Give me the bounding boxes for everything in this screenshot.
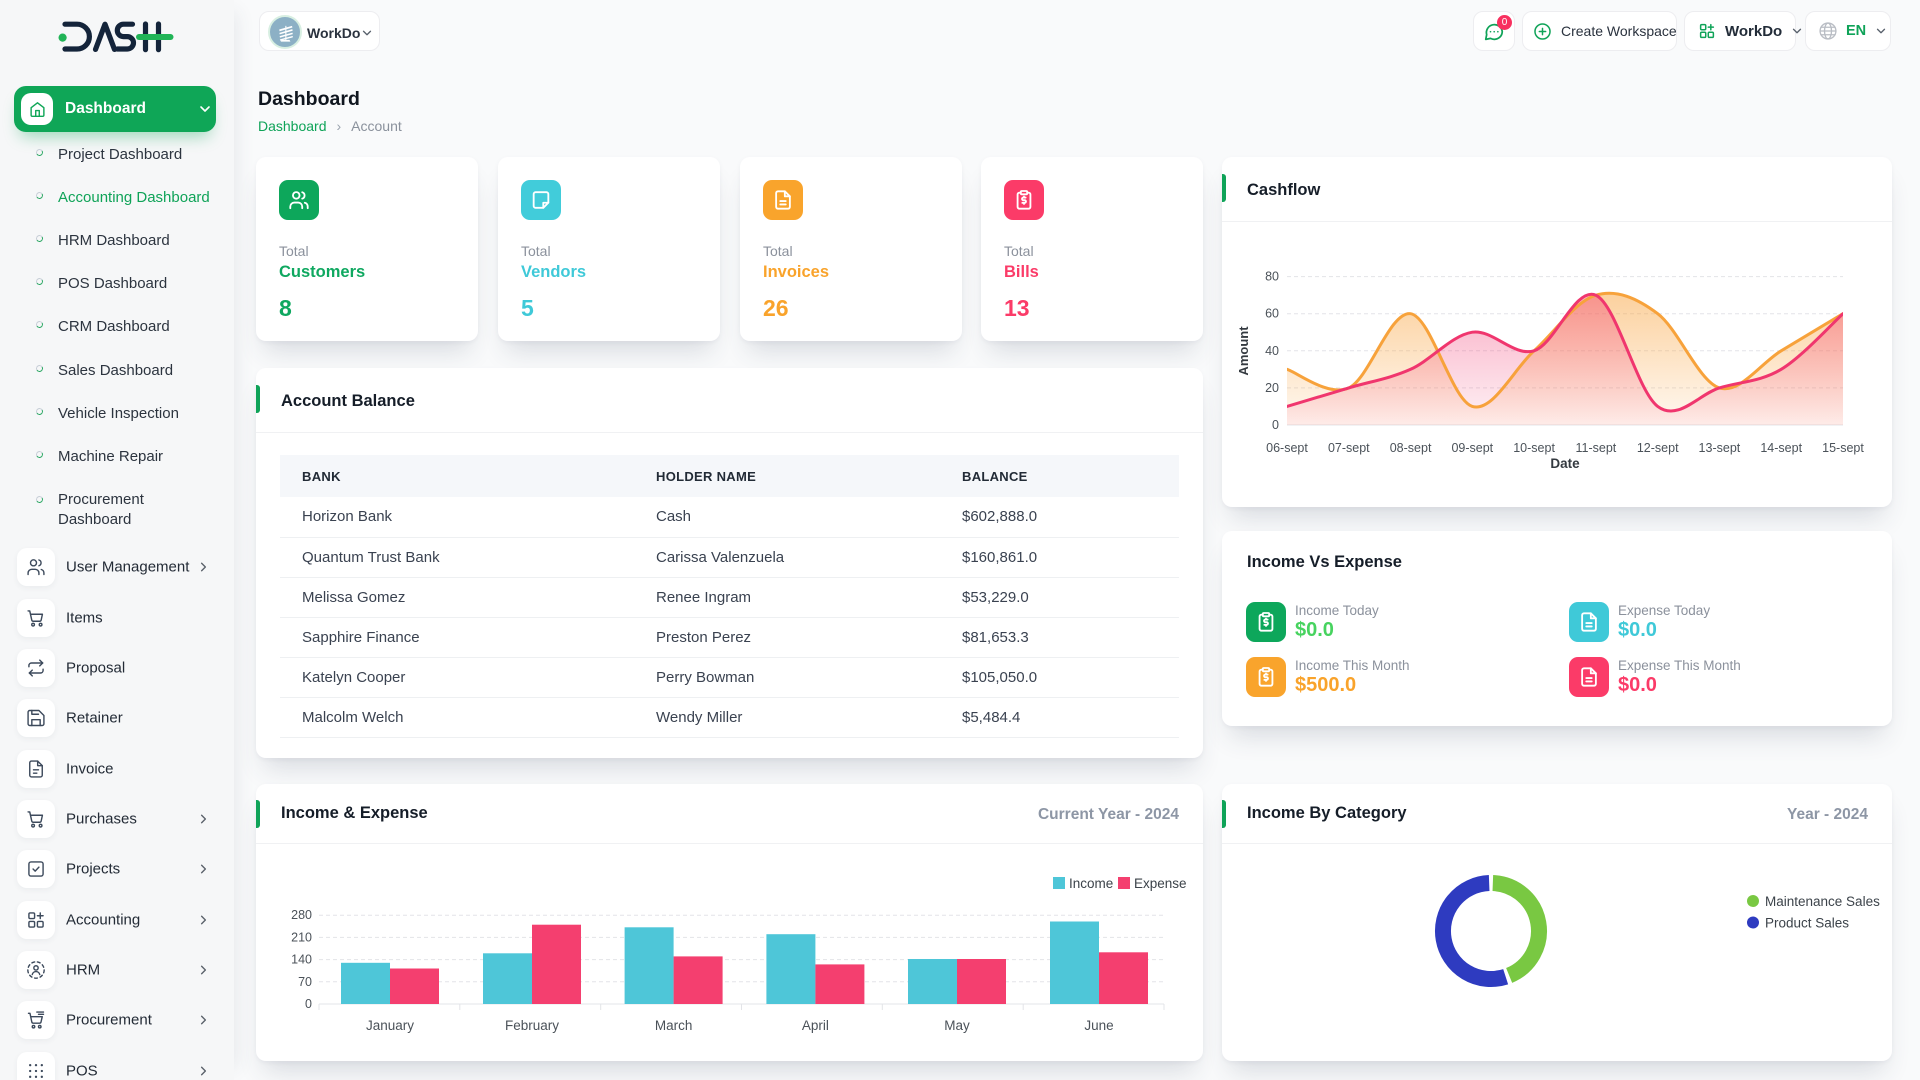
svg-text:March: March [655,1018,693,1033]
svg-text:20: 20 [1265,381,1279,395]
svg-text:11-sept: 11-sept [1576,441,1617,455]
svg-text:15-sept: 15-sept [1822,441,1864,455]
svg-text:Income: Income [1069,876,1113,891]
svg-text:40: 40 [1265,344,1279,358]
svg-text:80: 80 [1265,270,1279,284]
svg-text:Product Sales: Product Sales [1765,916,1849,931]
svg-text:Maintenance Sales: Maintenance Sales [1765,894,1880,909]
svg-text:70: 70 [298,975,312,989]
svg-text:07-sept: 07-sept [1328,441,1370,455]
svg-text:210: 210 [291,930,312,944]
svg-text:60: 60 [1265,307,1279,321]
svg-text:0: 0 [305,997,312,1011]
svg-text:08-sept: 08-sept [1390,441,1432,455]
svg-text:Expense: Expense [1134,876,1187,891]
svg-text:Date: Date [1550,456,1580,471]
svg-text:February: February [505,1018,559,1033]
svg-text:10-sept: 10-sept [1513,441,1555,455]
svg-text:January: January [366,1018,414,1033]
svg-text:Amount: Amount [1236,326,1251,376]
svg-text:280: 280 [291,908,312,922]
svg-text:June: June [1084,1018,1113,1033]
svg-text:140: 140 [291,953,312,967]
svg-text:May: May [944,1018,970,1033]
svg-text:April: April [802,1018,829,1033]
svg-text:06-sept: 06-sept [1266,441,1308,455]
svg-text:12-sept: 12-sept [1637,441,1679,455]
svg-text:14-sept: 14-sept [1760,441,1802,455]
svg-text:0: 0 [1272,418,1279,432]
svg-text:09-sept: 09-sept [1451,441,1493,455]
svg-text:13-sept: 13-sept [1699,441,1741,455]
